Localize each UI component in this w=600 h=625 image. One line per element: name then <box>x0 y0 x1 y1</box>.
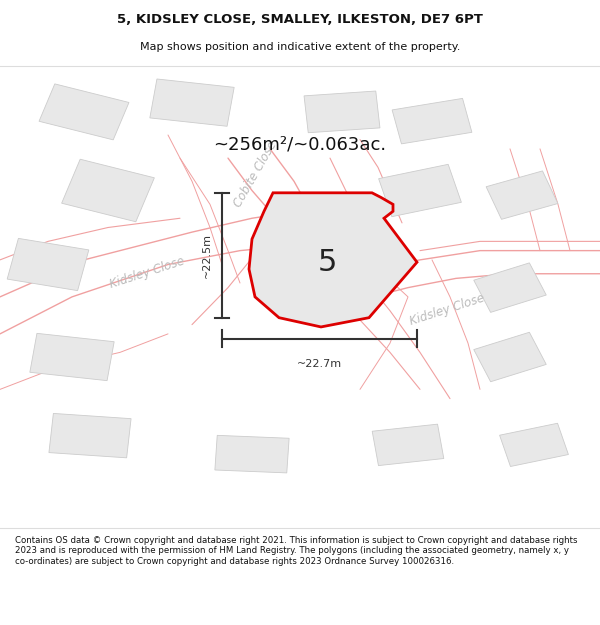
Polygon shape <box>474 263 546 312</box>
Text: 5, KIDSLEY CLOSE, SMALLEY, ILKESTON, DE7 6PT: 5, KIDSLEY CLOSE, SMALLEY, ILKESTON, DE7… <box>117 13 483 26</box>
Polygon shape <box>392 98 472 144</box>
Polygon shape <box>372 424 444 466</box>
Text: Kidsley Close: Kidsley Close <box>408 291 486 328</box>
Polygon shape <box>150 79 234 126</box>
Text: Cobite Close: Cobite Close <box>231 139 279 210</box>
Polygon shape <box>49 413 131 458</box>
Polygon shape <box>39 84 129 140</box>
Text: ~22.5m: ~22.5m <box>202 232 212 278</box>
Text: Map shows position and indicative extent of the property.: Map shows position and indicative extent… <box>140 42 460 52</box>
Text: Kidsley Close: Kidsley Close <box>108 254 186 291</box>
Text: 5: 5 <box>317 248 337 277</box>
Polygon shape <box>7 238 89 291</box>
Polygon shape <box>379 164 461 217</box>
Text: ~22.7m: ~22.7m <box>297 359 342 369</box>
Text: ~256m²/~0.063ac.: ~256m²/~0.063ac. <box>214 135 386 153</box>
Polygon shape <box>30 333 114 381</box>
Polygon shape <box>249 192 417 327</box>
Polygon shape <box>500 423 568 466</box>
Polygon shape <box>278 242 346 287</box>
Polygon shape <box>486 171 558 219</box>
Polygon shape <box>474 332 546 382</box>
Polygon shape <box>304 91 380 132</box>
Text: Contains OS data © Crown copyright and database right 2021. This information is : Contains OS data © Crown copyright and d… <box>15 536 577 566</box>
Polygon shape <box>215 436 289 473</box>
Polygon shape <box>62 159 154 222</box>
